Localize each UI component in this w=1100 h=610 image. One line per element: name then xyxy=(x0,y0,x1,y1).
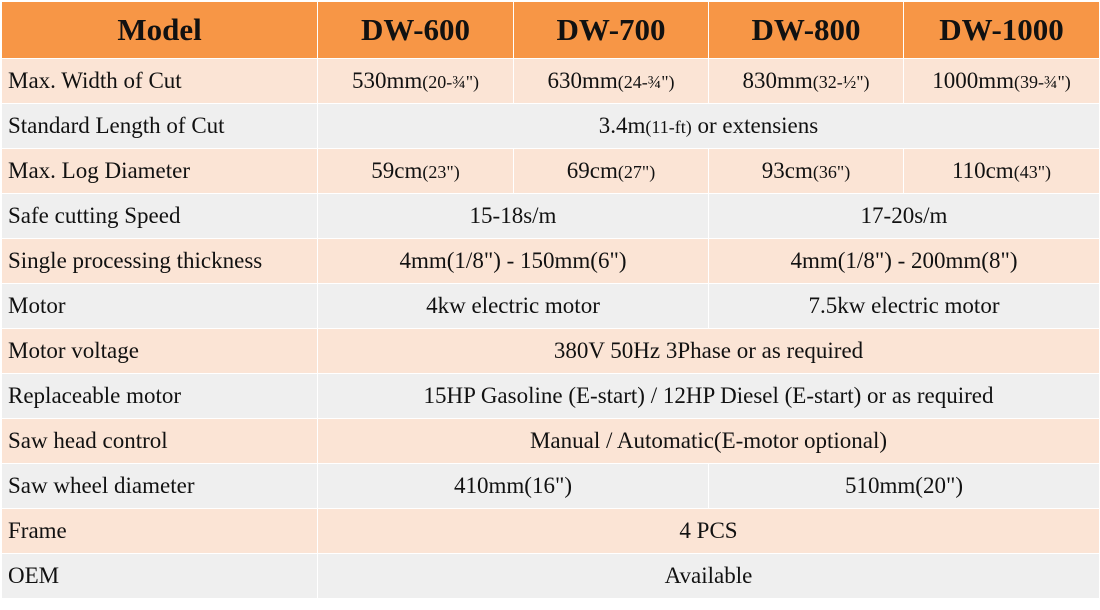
row-log-diameter: Max. Log Diameter 59cm(23") 69cm(27") 93… xyxy=(1,148,1100,194)
sawmill-spec-table: Model DW-600 DW-700 DW-800 DW-1000 Max. … xyxy=(1,1,1100,599)
cell-dw-800-1000: 510mm(20") xyxy=(708,463,1100,509)
row-oem: OEM Available xyxy=(1,553,1100,599)
cell-dw-1000: 1000mm(39-¾") xyxy=(903,58,1100,104)
row-frame: Frame 4 PCS xyxy=(1,508,1100,554)
cell-dw-800-1000: 7.5kw electric motor xyxy=(708,283,1100,329)
row-label: Standard Length of Cut xyxy=(1,103,318,149)
header-model: Model xyxy=(1,1,318,59)
metric-value: 69cm xyxy=(566,158,618,183)
row-label: Max. Log Diameter xyxy=(1,148,318,194)
header-dw-600: DW-600 xyxy=(317,1,514,59)
row-width-of-cut: Max. Width of Cut 530mm(20-¾") 630mm(24-… xyxy=(1,58,1100,104)
metric-value: 630mm xyxy=(547,68,618,93)
cell-dw-600: 530mm(20-¾") xyxy=(317,58,514,104)
metric-value: 3.4m xyxy=(598,113,646,138)
row-motor: Motor 4kw electric motor 7.5kw electric … xyxy=(1,283,1100,329)
imperial-value: (43") xyxy=(1013,162,1052,182)
metric-value: 830mm xyxy=(742,68,813,93)
metric-value: 93cm xyxy=(761,158,813,183)
metric-value: 1000mm xyxy=(932,68,1014,93)
row-replaceable-motor: Replaceable motor 15HP Gasoline (E-start… xyxy=(1,373,1100,419)
row-label: Saw head control xyxy=(1,418,318,464)
cell-dw-800: 830mm(32-½") xyxy=(708,58,904,104)
imperial-value: (20-¾") xyxy=(422,72,480,92)
row-motor-voltage: Motor voltage 380V 50Hz 3Phase or as req… xyxy=(1,328,1100,374)
cell-dw-800-1000: 4mm(1/8") - 200mm(8") xyxy=(708,238,1100,284)
cell-dw-700: 630mm(24-¾") xyxy=(513,58,709,104)
cell-dw-700: 69cm(27") xyxy=(513,148,709,194)
row-label: Motor voltage xyxy=(1,328,318,374)
imperial-value: (32-½") xyxy=(812,72,870,92)
row-label: Frame xyxy=(1,508,318,554)
metric-value: 110cm xyxy=(951,158,1014,183)
row-label: Saw wheel diameter xyxy=(1,463,318,509)
metric-value: 530mm xyxy=(351,68,423,93)
cell-dw-600-700: 15-18s/m xyxy=(317,193,709,239)
imperial-value: (11-ft) xyxy=(645,117,692,137)
cell-all-models: Available xyxy=(317,553,1100,599)
row-label: Safe cutting Speed xyxy=(1,193,318,239)
header-dw-1000: DW-1000 xyxy=(903,1,1100,59)
metric-value: 59cm xyxy=(371,158,423,183)
cell-dw-600-700: 4mm(1/8") - 150mm(6") xyxy=(317,238,709,284)
row-saw-wheel-diameter: Saw wheel diameter 410mm(16") 510mm(20") xyxy=(1,463,1100,509)
value-suffix: or extensiens xyxy=(691,113,819,138)
cell-all-models: 15HP Gasoline (E-start) / 12HP Diesel (E… xyxy=(317,373,1100,419)
imperial-value: (24-¾") xyxy=(617,72,675,92)
row-cutting-speed: Safe cutting Speed 15-18s/m 17-20s/m xyxy=(1,193,1100,239)
cell-dw-600-700: 4kw electric motor xyxy=(317,283,709,329)
cell-dw-600: 59cm(23") xyxy=(317,148,514,194)
cell-all-models: 380V 50Hz 3Phase or as required xyxy=(317,328,1100,374)
row-label: Single processing thickness xyxy=(1,238,318,284)
row-label: Replaceable motor xyxy=(1,373,318,419)
row-length-of-cut: Standard Length of Cut 3.4m(11-ft) or ex… xyxy=(1,103,1100,149)
cell-dw-800-1000: 17-20s/m xyxy=(708,193,1100,239)
cell-all-models: 3.4m(11-ft) or extensiens xyxy=(317,103,1100,149)
cell-all-models: Manual / Automatic(E-motor optional) xyxy=(317,418,1100,464)
cell-dw-1000: 110cm(43") xyxy=(903,148,1100,194)
header-dw-700: DW-700 xyxy=(513,1,709,59)
row-label: OEM xyxy=(1,553,318,599)
row-label: Motor xyxy=(1,283,318,329)
row-processing-thickness: Single processing thickness 4mm(1/8") - … xyxy=(1,238,1100,284)
cell-all-models: 4 PCS xyxy=(317,508,1100,554)
header-dw-800: DW-800 xyxy=(708,1,904,59)
row-saw-head-control: Saw head control Manual / Automatic(E-mo… xyxy=(1,418,1100,464)
header-row: Model DW-600 DW-700 DW-800 DW-1000 xyxy=(1,1,1100,59)
imperial-value: (27") xyxy=(617,162,656,182)
imperial-value: (23") xyxy=(422,162,460,182)
cell-dw-600-700: 410mm(16") xyxy=(317,463,709,509)
cell-dw-800: 93cm(36") xyxy=(708,148,904,194)
row-label: Max. Width of Cut xyxy=(1,58,318,104)
imperial-value: (39-¾") xyxy=(1013,72,1071,92)
imperial-value: (36") xyxy=(812,162,851,182)
